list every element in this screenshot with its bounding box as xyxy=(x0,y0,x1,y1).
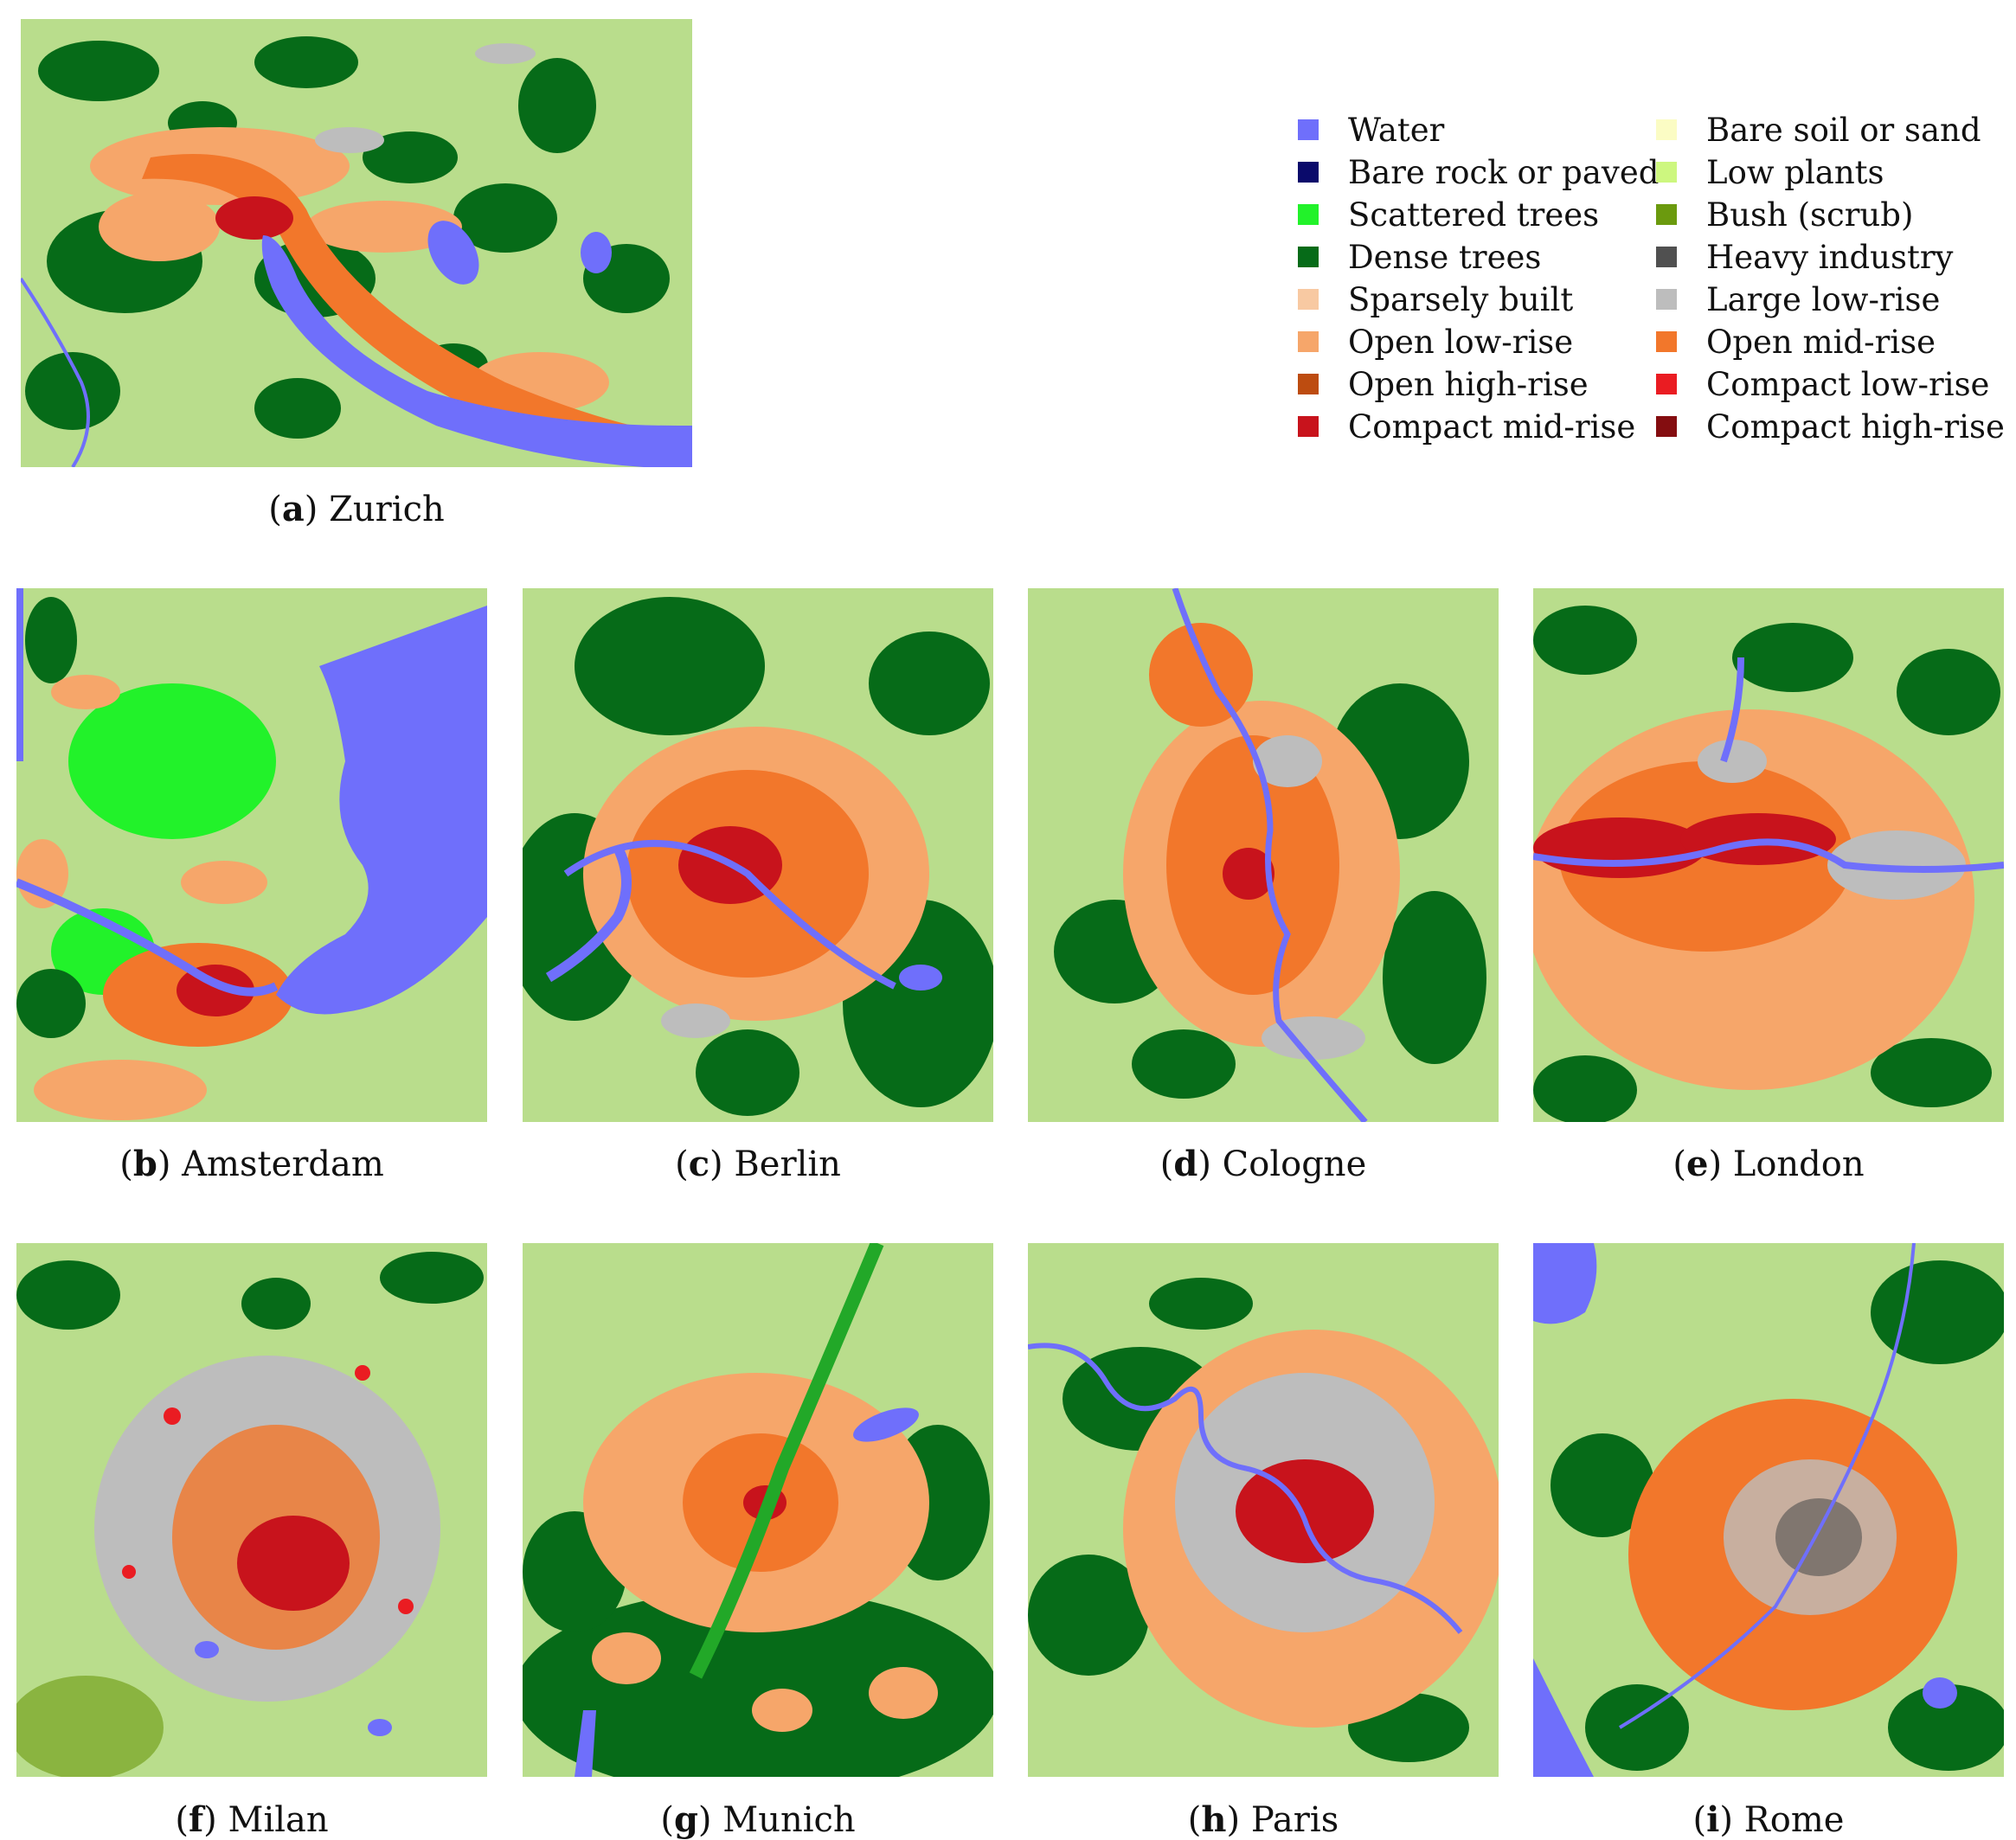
legend-item-open-low-rise: Open low-rise xyxy=(1298,324,1573,361)
legend-item-bare-rock: Bare rock or paved xyxy=(1298,154,1659,191)
legend-item-compact-high-rise: Compact high-rise xyxy=(1656,408,2005,446)
map-paris-image xyxy=(1028,1243,1499,1777)
map-zurich xyxy=(21,19,692,467)
caption-london: (e) London xyxy=(1673,1144,1865,1184)
map-berlin-image xyxy=(523,588,993,1122)
map-paris xyxy=(1028,1243,1499,1777)
map-munich xyxy=(523,1243,993,1777)
legend-swatch xyxy=(1298,204,1319,225)
map-milan xyxy=(16,1243,487,1777)
map-rome xyxy=(1533,1243,2004,1777)
legend-swatch xyxy=(1298,374,1319,394)
caption-munich: (g) Munich xyxy=(660,1799,856,1840)
map-london xyxy=(1533,588,2004,1122)
caption-cologne: (d) Cologne xyxy=(1159,1144,1367,1184)
caption-berlin: (c) Berlin xyxy=(675,1144,841,1184)
legend-item-water: Water xyxy=(1298,112,1444,149)
legend-swatch xyxy=(1298,416,1319,437)
legend-item-bush: Bush (scrub) xyxy=(1656,196,1913,234)
legend-swatch xyxy=(1656,331,1677,352)
map-london-image xyxy=(1533,588,2004,1122)
legend-swatch xyxy=(1298,247,1319,267)
legend-swatch xyxy=(1656,289,1677,310)
legend-swatch xyxy=(1656,374,1677,394)
legend-item-large-low-rise: Large low-rise xyxy=(1656,281,1940,318)
map-milan-image xyxy=(16,1243,487,1777)
legend-swatch xyxy=(1656,247,1677,267)
legend-item-compact-mid-rise: Compact mid-rise xyxy=(1298,408,1635,446)
map-cologne xyxy=(1028,588,1499,1122)
caption-zurich: (a) Zurich xyxy=(268,489,445,529)
map-rome-image xyxy=(1533,1243,2004,1777)
legend-swatch xyxy=(1656,416,1677,437)
legend-item-scattered-trees: Scattered trees xyxy=(1298,196,1599,234)
map-amsterdam xyxy=(16,588,487,1122)
legend-swatch xyxy=(1298,289,1319,310)
legend-swatch xyxy=(1298,162,1319,183)
map-cologne-image xyxy=(1028,588,1499,1122)
legend-swatch xyxy=(1656,119,1677,140)
map-amsterdam-image xyxy=(16,588,487,1122)
legend-item-open-mid-rise: Open mid-rise xyxy=(1656,324,1936,361)
map-zurich-image xyxy=(21,19,692,467)
legend-item-dense-trees: Dense trees xyxy=(1298,239,1541,276)
legend-swatch xyxy=(1298,331,1319,352)
legend-item-sparsely-built: Sparsely built xyxy=(1298,281,1573,318)
legend-item-open-high-rise: Open high-rise xyxy=(1298,366,1589,403)
legend-item-compact-low-rise: Compact low-rise xyxy=(1656,366,1989,403)
legend-item-low-plants: Low plants xyxy=(1656,154,1884,191)
caption-paris: (h) Paris xyxy=(1187,1799,1339,1840)
map-berlin xyxy=(523,588,993,1122)
legend-item-heavy-industry: Heavy industry xyxy=(1656,239,1953,276)
caption-rome: (i) Rome xyxy=(1692,1799,1845,1840)
legend-swatch xyxy=(1656,162,1677,183)
legend-item-bare-soil: Bare soil or sand xyxy=(1656,112,1981,149)
caption-milan: (f) Milan xyxy=(175,1799,329,1840)
map-munich-image xyxy=(523,1243,993,1777)
legend-swatch xyxy=(1656,204,1677,225)
legend-swatch xyxy=(1298,119,1319,140)
caption-amsterdam: (b) Amsterdam xyxy=(119,1144,384,1184)
